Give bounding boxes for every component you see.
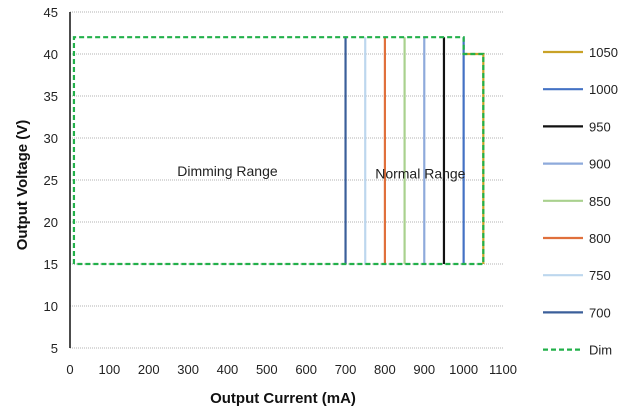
- legend-label: 800: [589, 231, 611, 246]
- annotation-label: Dimming Range: [177, 163, 278, 179]
- y-tick-label: 20: [44, 215, 58, 230]
- legend-label: 1000: [589, 82, 618, 97]
- x-tick-label: 900: [413, 362, 435, 377]
- series-line-1050: [463, 52, 485, 264]
- x-tick-label: 100: [99, 362, 121, 377]
- y-tick-label: 10: [44, 299, 58, 314]
- legend-layer: 1050 1000 950 900 850 800 750 700 Dim: [543, 45, 618, 358]
- y-tick-label: 40: [44, 47, 58, 62]
- legend-label: 750: [589, 268, 611, 283]
- legend-label: 1050: [589, 45, 618, 60]
- x-tick-label: 0: [66, 362, 73, 377]
- y-axis-title: Output Voltage (V): [14, 120, 31, 251]
- x-axis-title: Output Current (mA): [210, 390, 356, 407]
- annotation-layer: Dimming Range Normal Range: [177, 163, 465, 182]
- annotation-label: Normal Range: [375, 165, 465, 181]
- legend-label: 700: [589, 305, 611, 320]
- y-tick-label: 25: [44, 173, 58, 188]
- x-tick-label: 400: [217, 362, 239, 377]
- x-tick-label: 700: [335, 362, 357, 377]
- x-tick-label: 1000: [449, 362, 478, 377]
- x-tick-label: 300: [177, 362, 199, 377]
- legend-label: Dim: [589, 343, 612, 358]
- y-tick-label: 15: [44, 257, 58, 272]
- x-tick-label: 200: [138, 362, 160, 377]
- x-tick-label: 500: [256, 362, 278, 377]
- x-tick-label: 1100: [489, 362, 517, 377]
- legend-label: 850: [589, 194, 611, 209]
- series-layer: [72, 36, 485, 266]
- legend-label: 950: [589, 119, 611, 134]
- y-tick-label: 35: [44, 89, 58, 104]
- x-tick-label: 600: [295, 362, 317, 377]
- y-tick-label: 45: [44, 5, 58, 20]
- axis-layer: 5 10 15 20 25 30 35 40 45 0 100 200 300 400 500 600 700 8…: [44, 5, 517, 377]
- x-tick-label: 800: [374, 362, 396, 377]
- legend-label: 900: [589, 157, 611, 172]
- series-line-dim: [72, 36, 485, 266]
- y-tick-label: 5: [51, 341, 58, 356]
- y-tick-label: 30: [44, 131, 58, 146]
